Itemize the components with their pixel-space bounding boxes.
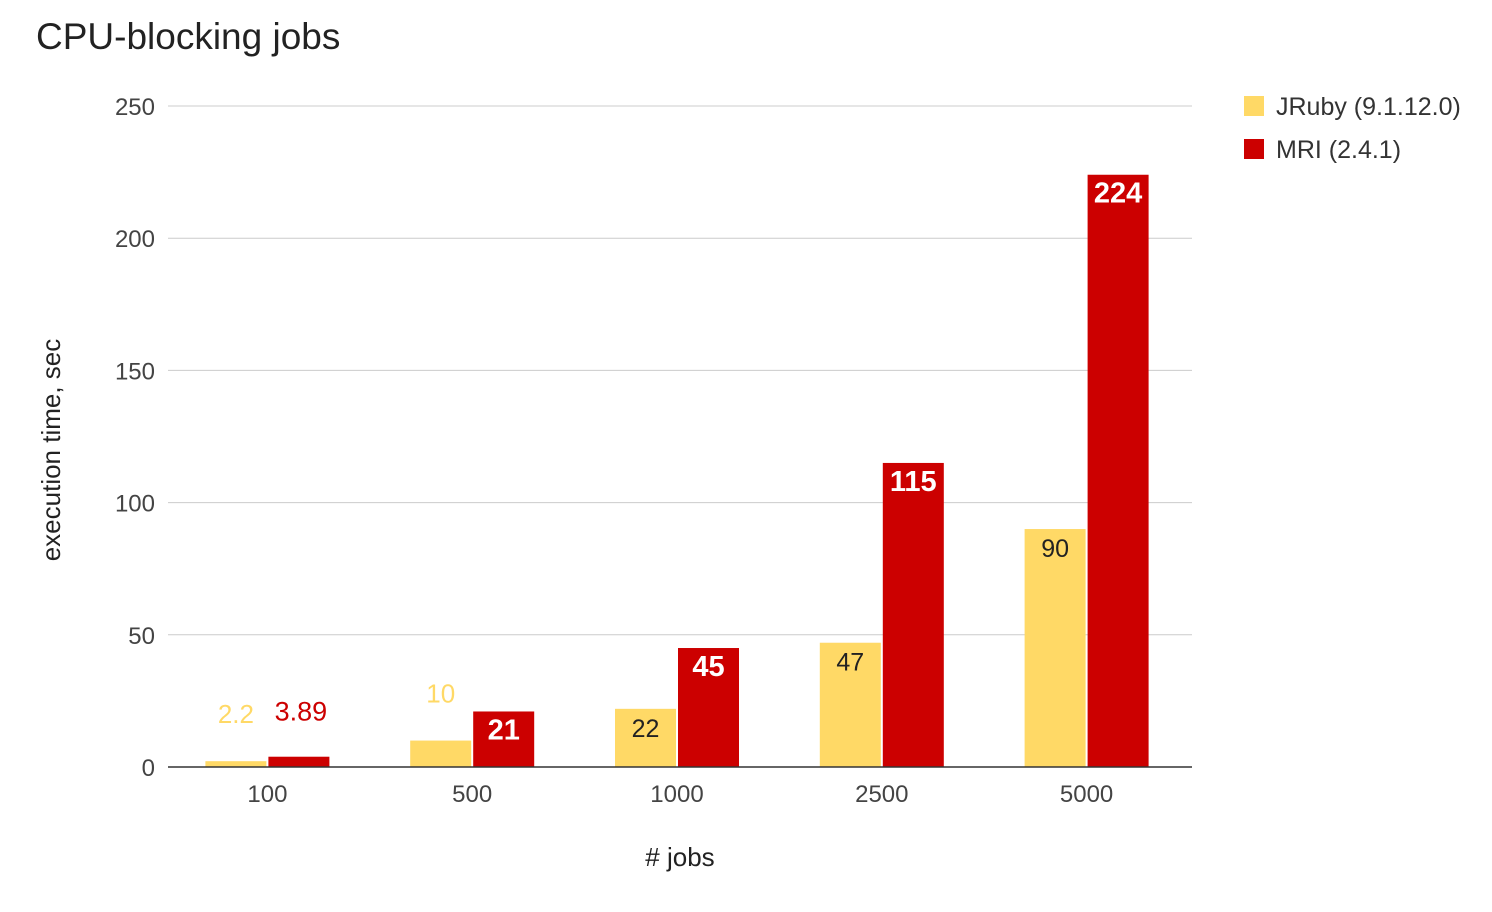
legend: JRuby (9.1.12.0) MRI (2.4.1) [1244,93,1461,164]
bar-jruby [819,642,881,767]
data-label: 115 [890,466,937,498]
bar-mri [473,711,535,767]
legend-swatch [1244,96,1264,116]
data-label: 90 [1041,535,1069,563]
x-tick-label: 100 [247,781,287,808]
x-tick-label: 2500 [855,781,908,808]
y-axis-ticks: 0 50 100 150 200 250 [115,94,155,782]
legend-label: JRuby (9.1.12.0) [1276,93,1461,121]
bar-jruby [205,761,267,767]
y-tick-label: 50 [128,623,155,650]
chart-title: CPU-blocking jobs [36,16,341,57]
gridlines [168,105,1192,636]
data-label: 45 [692,651,724,683]
y-tick-label: 150 [115,358,155,385]
data-label: 224 [1094,178,1142,210]
y-tick-label: 100 [115,491,155,518]
x-axis-ticks: 100 500 1000 2500 5000 [247,781,1113,808]
y-tick-label: 0 [142,755,155,782]
data-label: 2.2 [218,699,254,729]
bar-mri [1087,174,1149,767]
bar-jruby [410,740,472,767]
bar-jruby [1024,529,1086,767]
x-tick-label: 1000 [650,781,703,808]
bar-mri [678,648,739,767]
legend-swatch [1244,139,1264,159]
legend-label: MRI (2.4.1) [1276,136,1401,164]
data-label: 21 [488,714,520,746]
y-axis-label: execution time, sec [36,339,66,562]
data-label: 10 [426,679,455,709]
x-axis-label: # jobs [645,842,714,872]
data-label: 3.89 [275,697,328,727]
data-label: 47 [836,649,864,677]
bars: 2.2 3.89 10 21 22 45 47 115 90 224 [205,174,1149,767]
data-label: 22 [632,715,660,743]
x-tick-label: 500 [452,781,492,808]
y-tick-label: 200 [115,226,155,253]
bar-mri [268,756,330,767]
y-tick-label: 250 [115,94,155,121]
bar-jruby [615,708,676,767]
x-tick-label: 5000 [1060,781,1113,808]
bar-mri [882,462,944,767]
